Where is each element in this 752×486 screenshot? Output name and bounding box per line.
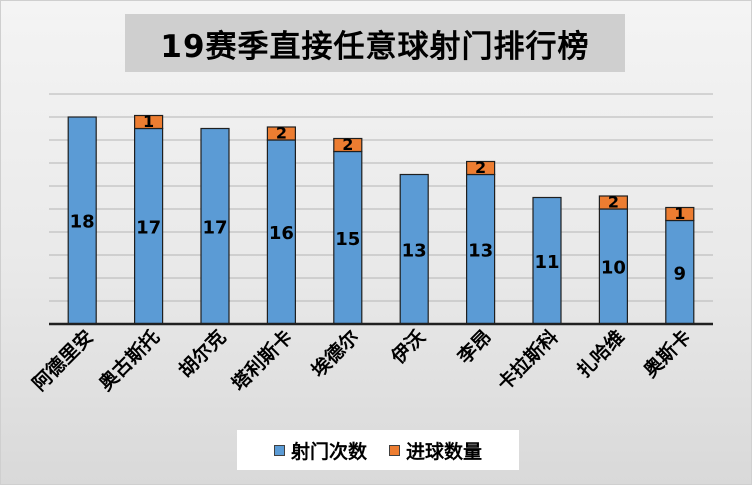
x-tick-label: 塔利斯卡 [227, 325, 297, 395]
chart-title: 19赛季直接任意球射门排行榜 [160, 28, 590, 65]
data-label-goals: 1 [143, 112, 154, 131]
bar-goals [266, 126, 296, 141]
legend-label-goals: 进球数量 [406, 440, 483, 463]
data-label-shots: 16 [269, 223, 294, 244]
chart-title-box: 19赛季直接任意球射门排行榜 [125, 14, 625, 72]
x-tick-label: 扎哈维 [572, 325, 629, 382]
x-tick-label: 奥斯卡 [639, 325, 696, 382]
x-tick-label: 奥古斯托 [94, 325, 164, 395]
x-tick-label: 埃德尔 [307, 325, 364, 382]
bar-goals [333, 137, 363, 153]
data-label-shots: 11 [534, 252, 559, 273]
legend-item-shots: 射门次数 [273, 437, 367, 464]
data-label-shots: 10 [601, 258, 626, 279]
legend-swatch-goals [389, 444, 400, 456]
bar-shots [333, 150, 363, 325]
data-label-goals: 2 [475, 158, 486, 177]
x-tick-label: 胡尔克 [174, 325, 231, 382]
data-label-shots: 13 [402, 240, 427, 261]
bar-shots [665, 219, 695, 325]
legend-item-goals: 进球数量 [389, 437, 482, 464]
data-label-goals: 2 [608, 193, 619, 212]
data-label-shots: 9 [674, 263, 687, 284]
data-label-goals: 2 [342, 135, 353, 154]
bar-goals [134, 114, 164, 130]
data-label-shots: 17 [136, 217, 161, 238]
data-label-goals: 2 [276, 124, 287, 143]
x-tick-label: 卡拉斯科 [493, 325, 563, 395]
data-label-shots: 13 [468, 240, 493, 261]
x-tick-label: 伊沃 [386, 325, 430, 369]
bar-goals [598, 195, 629, 210]
bar-shots [466, 173, 496, 325]
data-label-shots: 18 [70, 212, 95, 233]
legend-label-shots: 射门次数 [290, 440, 367, 463]
x-tick-label: 李昂 [453, 326, 496, 369]
bar-goals [665, 206, 695, 222]
x-tick-label: 阿德里安 [28, 325, 98, 395]
data-label-shots: 15 [335, 229, 360, 250]
bar-goals [466, 160, 496, 176]
legend-swatch-shots [273, 444, 285, 456]
bar-shots [399, 173, 429, 325]
bar-shots [598, 208, 629, 325]
bar-shots [532, 196, 562, 325]
bar-shots [266, 139, 296, 325]
bar-shots [200, 127, 230, 325]
data-label-goals: 1 [674, 204, 685, 223]
data-label-shots: 17 [202, 217, 227, 238]
legend: 射门次数 进球数量 [237, 430, 519, 470]
